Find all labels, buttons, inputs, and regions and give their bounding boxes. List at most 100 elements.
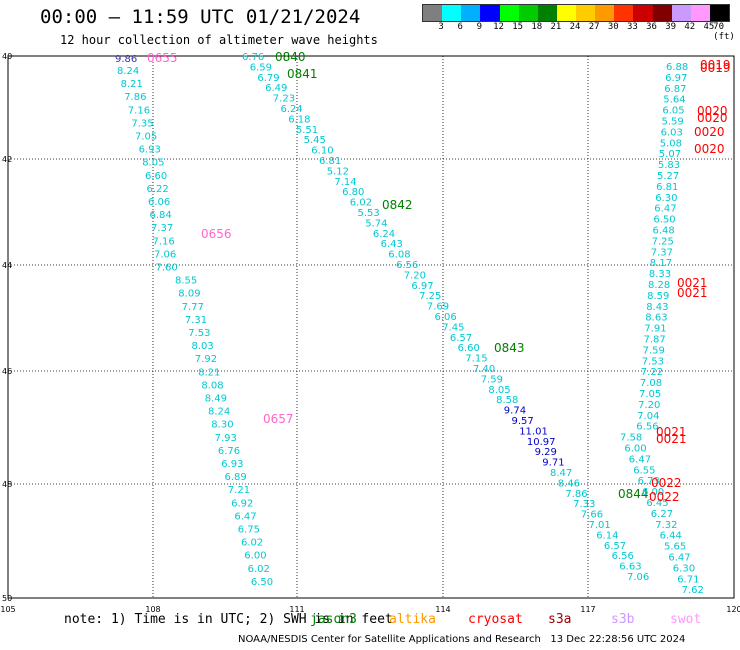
track1-swh-value: 8.03	[192, 341, 214, 352]
wave-height-colorbar	[422, 4, 730, 22]
colorbar-label: 24	[569, 22, 581, 32]
legend-item-s3a: s3a	[548, 612, 572, 627]
track2-time-label: 0841	[287, 67, 318, 81]
footer-org: NOAA/NESDIS Center for Satellite Applica…	[238, 634, 541, 645]
track2-swh-value: 6.97	[411, 281, 433, 292]
track3-time-label: 0020	[694, 142, 725, 156]
track2-swh-value: 9.29	[535, 447, 557, 458]
track3-time-label: 0022	[651, 476, 682, 490]
track3-swh-value: 7.58	[620, 433, 642, 444]
track1-swh-value: 7.92	[195, 354, 217, 365]
track2-swh-value: 6.79	[257, 73, 279, 84]
track1-swh-value: 8.09	[178, 289, 200, 300]
track2-swh-value: 7.40	[473, 364, 495, 375]
track2-swh-value: 7.66	[581, 510, 603, 521]
track2-swh-value: 6.10	[311, 146, 333, 157]
track3-swh-value: 7.32	[655, 520, 677, 531]
track3-swh-value: 6.47	[654, 204, 676, 215]
track1-swh-value: 7.16	[128, 105, 150, 116]
colorbar-swatch	[518, 5, 538, 21]
track2-swh-value: 9.74	[504, 406, 526, 417]
track3-swh-value: 6.87	[664, 84, 686, 95]
track1-swh-value: 6.50	[251, 577, 273, 588]
track3-swh-value: 6.48	[653, 226, 675, 237]
track3-swh-value: 6.81	[656, 182, 678, 193]
footer-timestamp: 13 Dec 22:28:56 UTC 2024	[550, 634, 686, 645]
track3-swh-value: 5.64	[663, 95, 685, 106]
track1-first-value: 9.86	[115, 54, 137, 65]
track3-swh-value: 5.83	[658, 160, 680, 171]
map-axis-labels: 40 42 44 46 48 50 105 108 111 114 117 120	[0, 52, 740, 614]
track2-swh-value: 6.24	[281, 104, 303, 115]
track1-swh-value: 7.05	[135, 132, 157, 143]
legend-item-cryosat: cryosat	[468, 612, 523, 627]
longitude-label: 114	[435, 605, 450, 614]
track2-swh-value: 5.45	[304, 135, 326, 146]
track2-swh-value: 6.02	[350, 198, 372, 209]
colorbar-label: 12	[493, 22, 504, 32]
track3-time-label: 0020	[697, 104, 728, 118]
track1-swh-value: 6.02	[248, 564, 270, 575]
map-grid	[7, 55, 735, 599]
track3-swh-value: 8.63	[645, 313, 667, 324]
colorbar-label: 18	[531, 22, 543, 32]
track1-swh-value: 7.60	[156, 263, 178, 274]
track2-swh-value: 6.76	[242, 52, 264, 63]
colorbar-label: 9	[476, 22, 483, 32]
track3-swh-value: 6.27	[651, 509, 673, 520]
note-text: note: 1) Time is in UTC; 2) SWH is in fe…	[64, 612, 393, 627]
track3-time-label: 0021	[677, 286, 708, 300]
track1-swh-value: 6.22	[147, 184, 169, 195]
longitude-label: 120	[726, 605, 740, 614]
track2-swh-value: 8.05	[488, 385, 510, 396]
track1-swh-value: 8.21	[121, 79, 143, 90]
colorbar-swatch	[709, 5, 729, 21]
track1-swh-value: 7.16	[153, 236, 175, 247]
track1-swh-value: 6.00	[244, 551, 266, 562]
latitude-label: 48	[2, 480, 12, 489]
track3-swh-value: 7.05	[639, 389, 661, 400]
track2-swh-value: 5.51	[296, 125, 318, 136]
track1-swh-value: 8.49	[205, 394, 227, 405]
track2-swh-value: 9.71	[542, 458, 564, 469]
track2-swh-value: 6.57	[450, 333, 472, 344]
track3-swh-value: 5.65	[664, 542, 686, 553]
colorbar-label: 6	[457, 22, 463, 32]
legend-item-altika: altika	[389, 612, 436, 627]
track3-swh-value: 8.33	[649, 269, 671, 280]
track2-swh-value: 6.59	[250, 62, 272, 73]
colorbar-swatch	[442, 5, 462, 21]
track1-swh-value: 6.76	[218, 446, 240, 457]
track2-swh-value: 6.43	[381, 239, 403, 250]
track2-swh-value: 6.80	[342, 187, 364, 198]
track2-time-label: 0844	[618, 487, 649, 501]
track1-swh-value: 6.75	[238, 525, 260, 536]
track1-swh-value: 6.93	[139, 145, 161, 156]
track3-time-label: 0022	[649, 490, 680, 504]
track1-swh-value: 7.86	[124, 92, 146, 103]
track3-time-label: 0021	[656, 425, 687, 439]
colorbar-label: 33	[626, 22, 638, 32]
track2-swh-value: 7.59	[481, 374, 503, 385]
track2-swh-value: 6.24	[373, 229, 395, 240]
track1-swh-value: 8.24	[208, 407, 230, 418]
track3-swh-value: 8.43	[646, 302, 668, 313]
colorbar-label: 15	[512, 22, 524, 32]
track3-swh-value: 6.44	[660, 531, 682, 542]
track3-swh-value: 6.00	[624, 444, 646, 455]
track3-swh-value: 6.88	[666, 62, 688, 73]
track2-swh-value: 7.15	[465, 354, 487, 365]
track2-swh-value: 9.57	[512, 416, 534, 427]
legend-item-jason3: jason3	[310, 612, 357, 627]
legend-item-swot: swot	[670, 612, 702, 627]
longitude-label: 111	[289, 605, 304, 614]
track3-time-label: 0020	[697, 111, 728, 125]
colorbar-label: 3	[438, 22, 444, 32]
track2-swh-value: 8.46	[558, 478, 580, 489]
track3-swh-value: 7.59	[643, 345, 665, 356]
colorbar-swatch	[480, 5, 500, 21]
colorbar-swatch	[633, 5, 653, 21]
track3-time-label: 0019	[700, 61, 731, 75]
track1-time-label: 0657	[263, 412, 294, 426]
